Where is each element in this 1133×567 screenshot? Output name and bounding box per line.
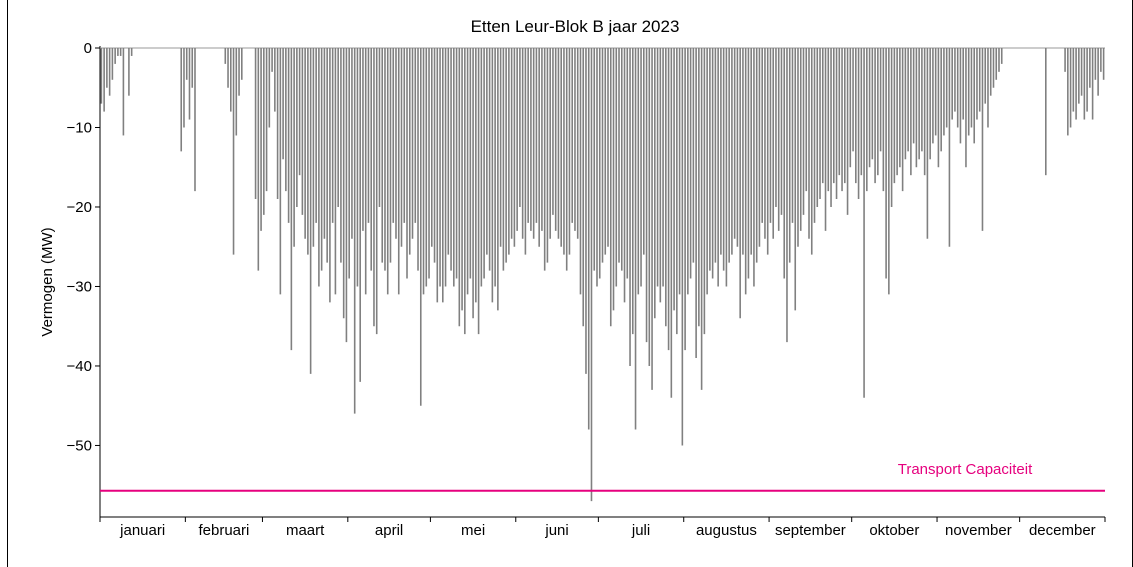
x-tick-label: januari	[119, 522, 165, 539]
y-tick-label: −40	[67, 358, 92, 375]
x-tick-label: november	[945, 522, 1012, 539]
x-tick-label: februari	[198, 522, 249, 539]
x-tick-label: mei	[461, 522, 485, 539]
x-tick-label: oktober	[869, 522, 919, 539]
y-tick-label: 0	[84, 40, 92, 57]
bar-series	[100, 47, 1105, 502]
y-tick-label: −30	[67, 278, 92, 295]
y-tick-label: −10	[67, 119, 92, 136]
y-axis-label: Vermogen (MW)	[39, 227, 56, 336]
y-axis: 0 −10 −20 −30 −40 −50	[67, 40, 101, 517]
x-tick-label: maart	[286, 522, 325, 539]
x-tick-label: april	[375, 522, 403, 539]
x-tick-label: augustus	[696, 522, 757, 539]
x-tick-label: juli	[631, 522, 650, 539]
x-axis: januari februari maart april mei juni juli augu…	[99, 516, 1106, 539]
transport-capacity-label: Transport Capaciteit	[898, 461, 1033, 478]
y-tick-label: −20	[67, 199, 92, 216]
x-tick-label: september	[775, 522, 846, 539]
chart-title: Etten Leur-Blok B jaar 2023	[471, 17, 680, 36]
y-tick-label: −50	[67, 437, 92, 454]
x-tick-label: juni	[544, 522, 568, 539]
x-tick-label: december	[1029, 522, 1096, 539]
